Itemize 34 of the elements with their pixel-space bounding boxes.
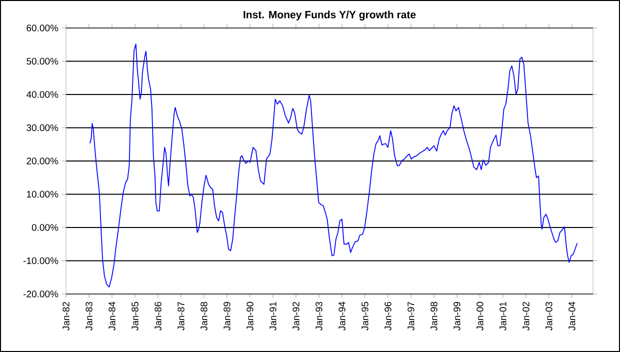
x-tick-label: Jan-87 xyxy=(178,302,184,330)
x-tick-label: Jan-91 xyxy=(270,302,276,330)
x-tick-label: Jan-02 xyxy=(522,302,530,330)
y-tick-label: 30.00% xyxy=(26,124,58,132)
x-tick-label: Jan-01 xyxy=(500,302,506,330)
x-tick-label: Jan-92 xyxy=(292,302,300,330)
x-tick-label: Jan-84 xyxy=(108,302,116,330)
x-tick-label: Jan-93 xyxy=(316,302,322,330)
x-tick-label: Jan-03 xyxy=(546,302,552,330)
x-tick-label: Jan-90 xyxy=(246,302,254,330)
x-tick-label: Jan-82 xyxy=(62,302,70,330)
y-tick-label: 20.00% xyxy=(26,158,58,164)
x-tick-label: Jan-95 xyxy=(362,302,368,330)
y-tick-label: 10.00% xyxy=(26,190,58,198)
x-tick-label: Jan-99 xyxy=(454,302,460,330)
y-tick-label: 40.00% xyxy=(26,91,58,98)
x-tick-label: Jan-83 xyxy=(86,302,92,330)
x-tick-label: Jan-04 xyxy=(568,302,576,330)
y-tick-label: 60.00% xyxy=(26,24,58,32)
y-tick-label: 0.00% xyxy=(32,224,58,231)
x-tick-label: Jan-98 xyxy=(430,302,438,330)
x-tick-label: Jan-97 xyxy=(408,302,414,330)
y-tick-label: -10.00% xyxy=(24,257,58,264)
chart-title: Inst. Money Funds Y/Y growth rate xyxy=(244,10,416,20)
y-tick-label: 50.00% xyxy=(26,58,58,65)
x-tick-label: Jan-89 xyxy=(224,302,230,330)
x-tick-label: Jan-85 xyxy=(132,302,138,330)
x-tick-label: Jan-86 xyxy=(154,302,162,330)
line-series xyxy=(89,44,578,288)
x-tick-label: Jan-94 xyxy=(338,302,346,330)
y-tick-label: -20.00% xyxy=(24,290,58,298)
x-tick-label: Jan-96 xyxy=(384,302,392,330)
x-tick-label: Jan-88 xyxy=(200,302,208,330)
x-tick-label: Jan-00 xyxy=(476,302,484,330)
